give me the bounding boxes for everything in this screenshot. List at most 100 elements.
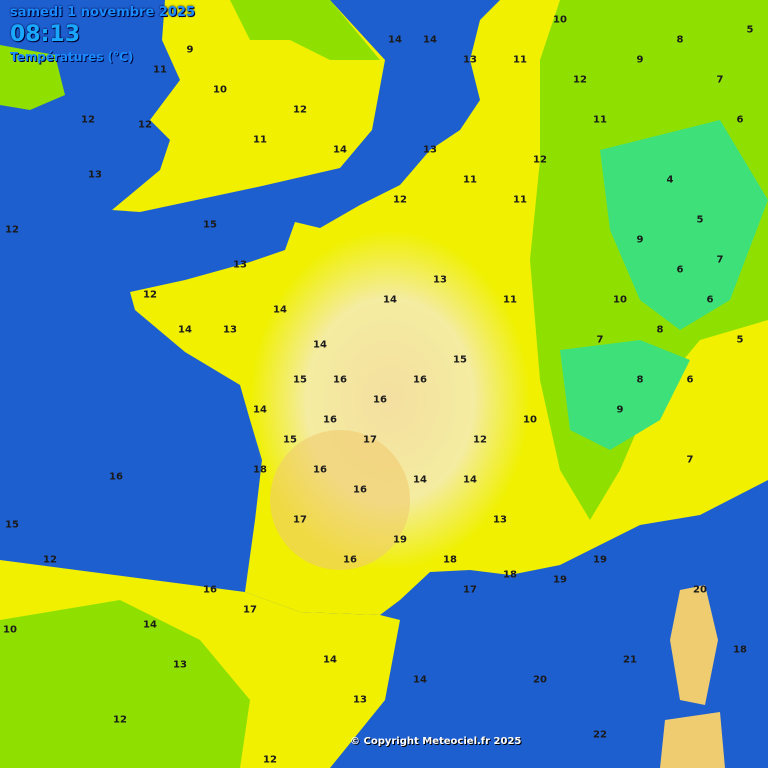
- temperature-reading: 11: [153, 64, 167, 76]
- temperature-reading: 12: [138, 119, 152, 131]
- temperature-reading: 14: [413, 674, 427, 686]
- temperature-reading: 16: [413, 374, 427, 386]
- temperature-reading: 15: [203, 219, 217, 231]
- temperature-reading: 6: [686, 374, 694, 386]
- temperature-reading: 12: [81, 114, 95, 126]
- temperature-reading: 18: [443, 554, 457, 566]
- temperature-reading: 10: [553, 14, 567, 26]
- zone-spain-green: [0, 600, 250, 768]
- temperature-reading: 13: [233, 259, 247, 271]
- temperature-reading: 19: [553, 574, 567, 586]
- temperature-reading: 4: [666, 174, 674, 186]
- temperature-reading: 21: [623, 654, 637, 666]
- temperature-reading: 12: [393, 194, 407, 206]
- temperature-reading: 14: [253, 404, 267, 416]
- temperature-reading: 13: [173, 659, 187, 671]
- temperature-reading: 14: [333, 144, 347, 156]
- temperature-reading: 8: [676, 34, 684, 46]
- temperature-reading: 7: [716, 254, 724, 266]
- temperature-reading: 16: [333, 374, 347, 386]
- temperature-reading: 14: [143, 619, 157, 631]
- temperature-reading: 9: [636, 234, 644, 246]
- temperature-reading: 13: [423, 144, 437, 156]
- temperature-reading: 11: [503, 294, 517, 306]
- zone-cold: [600, 120, 768, 330]
- temperature-reading: 12: [573, 74, 587, 86]
- map-date: samedi 1 novembre 2025: [10, 5, 195, 20]
- temperature-reading: 7: [596, 334, 604, 346]
- land-corsica: [670, 585, 718, 705]
- temperature-reading: 16: [313, 464, 327, 476]
- temperature-reading: 14: [273, 304, 287, 316]
- temperature-reading: 10: [213, 84, 227, 96]
- temperature-reading: 5: [736, 334, 744, 346]
- temperature-reading: 19: [393, 534, 407, 546]
- temperature-reading: 18: [253, 464, 267, 476]
- zone-alps: [560, 340, 690, 450]
- temperature-reading: 8: [636, 374, 644, 386]
- temperature-reading: 8: [656, 324, 664, 336]
- temperature-reading: 7: [716, 74, 724, 86]
- temperature-reading: 11: [513, 194, 527, 206]
- temperature-reading: 14: [463, 474, 477, 486]
- land-ireland: [0, 45, 65, 110]
- temperature-reading: 9: [186, 44, 194, 56]
- temperature-reading: 16: [343, 554, 357, 566]
- temperature-reading: 12: [263, 754, 277, 766]
- temperature-reading: 9: [616, 404, 624, 416]
- temperature-reading: 5: [696, 214, 704, 226]
- temperature-reading: 10: [3, 624, 17, 636]
- temperature-reading: 16: [109, 471, 123, 483]
- temperature-reading: 16: [203, 584, 217, 596]
- temperature-reading: 14: [323, 654, 337, 666]
- temperature-reading: 10: [613, 294, 627, 306]
- temperature-reading: 12: [533, 154, 547, 166]
- temperature-reading: 20: [693, 584, 707, 596]
- temperature-reading: 19: [593, 554, 607, 566]
- temperature-reading: 12: [473, 434, 487, 446]
- temperature-reading: 15: [453, 354, 467, 366]
- temperature-reading: 11: [513, 54, 527, 66]
- temperature-reading: 14: [313, 339, 327, 351]
- temperature-reading: 11: [593, 114, 607, 126]
- temperature-reading: 16: [353, 484, 367, 496]
- temperature-reading: 17: [243, 604, 257, 616]
- temperature-reading: 13: [463, 54, 477, 66]
- land-sardinia: [660, 712, 725, 768]
- temperature-reading: 18: [733, 644, 747, 656]
- temperature-reading: 13: [353, 694, 367, 706]
- copyright: © Copyright Meteociel.fr 2025: [350, 736, 522, 747]
- temperature-reading: 6: [736, 114, 744, 126]
- temperature-reading: 18: [503, 569, 517, 581]
- temperature-reading: 16: [373, 394, 387, 406]
- temperature-reading: 15: [283, 434, 297, 446]
- temperature-reading: 14: [413, 474, 427, 486]
- map-title: Températures (°C): [10, 50, 134, 64]
- temperature-reading: 9: [636, 54, 644, 66]
- map-time: 08:13: [10, 22, 81, 47]
- temperature-reading: 13: [433, 274, 447, 286]
- temperature-reading: 10: [523, 414, 537, 426]
- temperature-reading: 12: [293, 104, 307, 116]
- temperature-reading: 17: [363, 434, 377, 446]
- temperature-reading: 22: [593, 729, 607, 741]
- temperature-reading: 15: [293, 374, 307, 386]
- temperature-reading: 14: [178, 324, 192, 336]
- temperature-reading: 17: [293, 514, 307, 526]
- temperature-reading: 11: [253, 134, 267, 146]
- temperature-reading: 14: [383, 294, 397, 306]
- temperature-reading: 6: [676, 264, 684, 276]
- temperature-reading: 20: [533, 674, 547, 686]
- temperature-reading: 17: [463, 584, 477, 596]
- temperature-reading: 13: [223, 324, 237, 336]
- temperature-reading: 16: [323, 414, 337, 426]
- temperature-reading: 14: [388, 34, 402, 46]
- temperature-reading: 7: [686, 454, 694, 466]
- temperature-reading: 14: [423, 34, 437, 46]
- temperature-reading: 12: [143, 289, 157, 301]
- temperature-reading: 13: [88, 169, 102, 181]
- temperature-reading: 6: [706, 294, 714, 306]
- zone-south-warm: [270, 430, 410, 570]
- temperature-reading: 12: [113, 714, 127, 726]
